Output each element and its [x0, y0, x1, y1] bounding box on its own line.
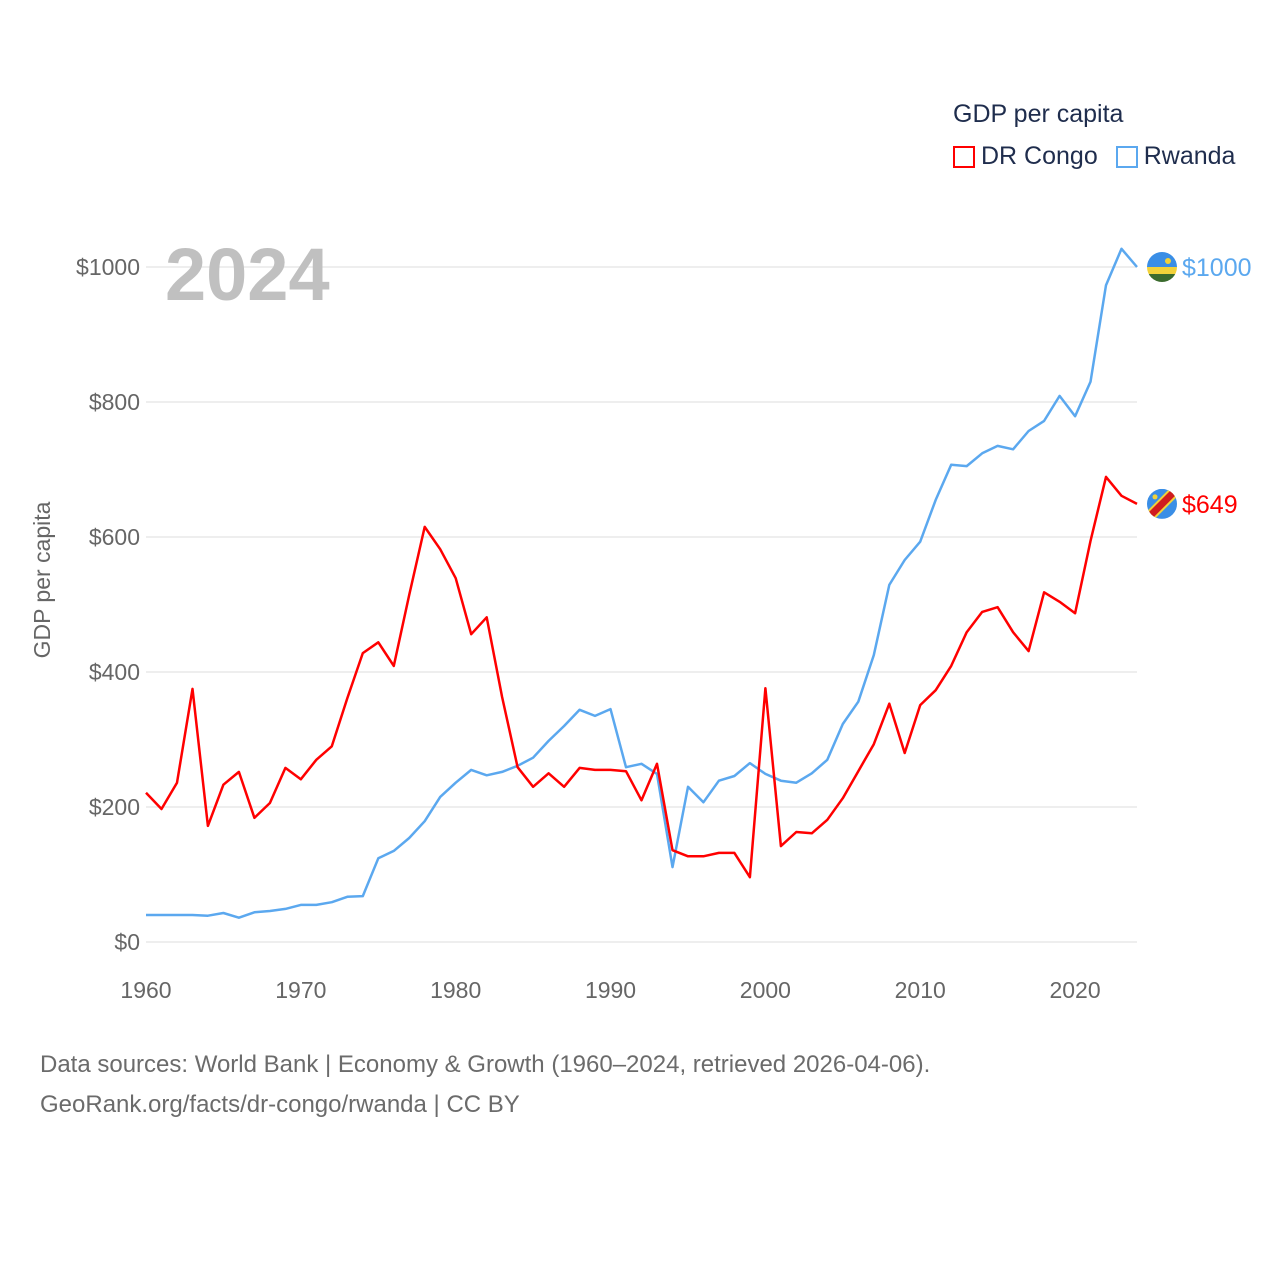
series-line-dr-congo	[145, 475, 1138, 879]
legend-title: GDP per capita	[953, 100, 1124, 128]
footer: Data sources: World Bank | Economy & Gro…	[40, 1045, 930, 1125]
legend-label: DR Congo	[981, 142, 1098, 170]
y-tick-label: $200	[89, 794, 140, 820]
attribution-link[interactable]: GeoRank.org/facts/dr-congo/rwanda | CC B…	[40, 1091, 520, 1118]
legend-item-dr-congo[interactable]: DR Congo	[953, 142, 1098, 171]
y-tick-label: $0	[114, 929, 140, 955]
x-tick-label: 1980	[430, 977, 481, 1003]
legend-item-rwanda[interactable]: Rwanda	[1115, 142, 1236, 171]
y-tick-label: $1000	[76, 254, 140, 280]
x-tick-label: 2010	[895, 977, 946, 1003]
end-value-label: $649	[1182, 491, 1238, 519]
y-tick-label: $800	[89, 389, 140, 415]
dr-congo-flag-icon	[1147, 488, 1177, 519]
x-tick-label: 2000	[740, 977, 791, 1003]
legend: DR Congo Rwanda	[953, 142, 1235, 171]
series-line-rwanda	[146, 247, 1138, 919]
x-tick-label: 2020	[1049, 977, 1100, 1003]
legend-swatch	[1115, 145, 1138, 168]
data-sources: Data sources: World Bank | Economy & Gro…	[40, 1051, 931, 1078]
year-watermark: 2024	[165, 233, 330, 316]
y-tick-label: $400	[89, 659, 140, 685]
y-axis-label: GDP per capita	[29, 501, 55, 658]
x-tick-label: 1970	[275, 977, 326, 1003]
x-tick-label: 1990	[585, 977, 636, 1003]
rwanda-flag-icon	[1147, 252, 1177, 282]
legend-label: Rwanda	[1143, 142, 1236, 170]
end-value-label: $1000	[1182, 254, 1252, 282]
x-tick-label: 1960	[120, 977, 171, 1003]
y-tick-label: $600	[89, 524, 140, 550]
legend-swatch	[953, 145, 975, 168]
